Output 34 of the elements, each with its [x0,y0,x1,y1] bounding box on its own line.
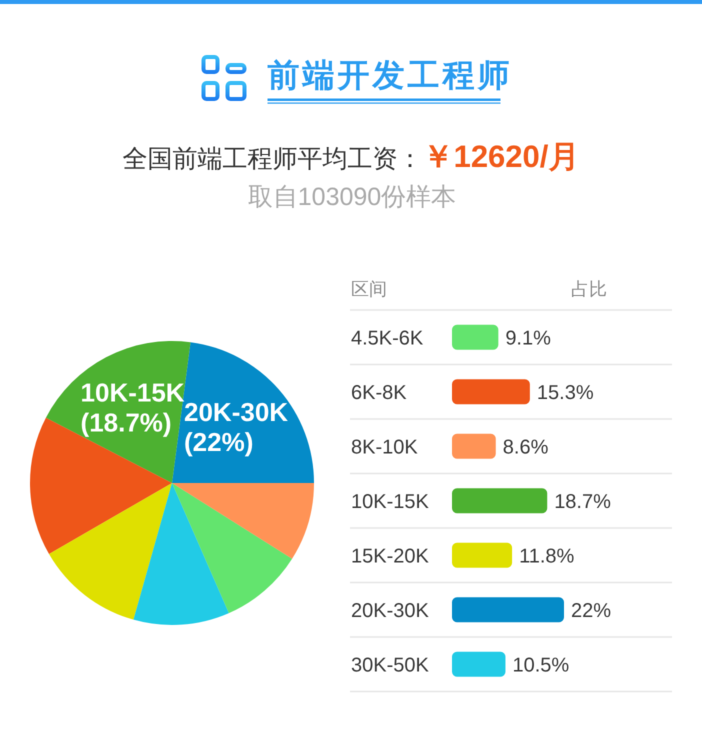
data-label: 10.5% [512,654,570,676]
text: 前端开发工程师 [268,57,512,93]
data-label: 18.7% [554,490,612,513]
y-tick-label: 6K-8K [351,382,408,404]
slice-label: 20K-30K [184,396,288,427]
data-label: 11.8% [519,545,575,568]
pie-slice [49,483,172,620]
text: 取自103090份样本 [248,183,456,211]
y-tick-label: 10K-15K [351,490,430,513]
bar [452,488,548,514]
data-label: 8.6% [502,436,549,458]
y-tick-label: 8K-10K [351,436,418,458]
bar [452,434,496,459]
y-tick-label: 20K-30K [351,600,430,622]
pie-slice [172,483,314,559]
data-label: (22%) [184,426,254,457]
data-label: 15.3% [536,382,594,404]
y-tick-label: 4.5K-6K [351,327,424,350]
y-tick-label: 30K-50K [351,654,430,676]
pie-slice [133,483,229,625]
data-label: (18.7%) [80,407,172,438]
x-axis-title: 占比 [571,279,607,299]
bar [452,324,498,350]
bar [452,379,530,404]
y-tick-label: 15K-20K [351,545,430,568]
slice-label: 10K-15K [80,377,185,408]
pie-slice [172,483,292,614]
bar [452,597,564,622]
bar [452,542,512,568]
y-axis-title: 区间 [351,279,387,299]
bar [452,652,506,677]
chart-subtitle: 全国前端工程师平均工资：￥12620/月 [122,139,580,174]
data-label: 9.1% [505,327,552,350]
data-label: 22% [571,600,612,622]
